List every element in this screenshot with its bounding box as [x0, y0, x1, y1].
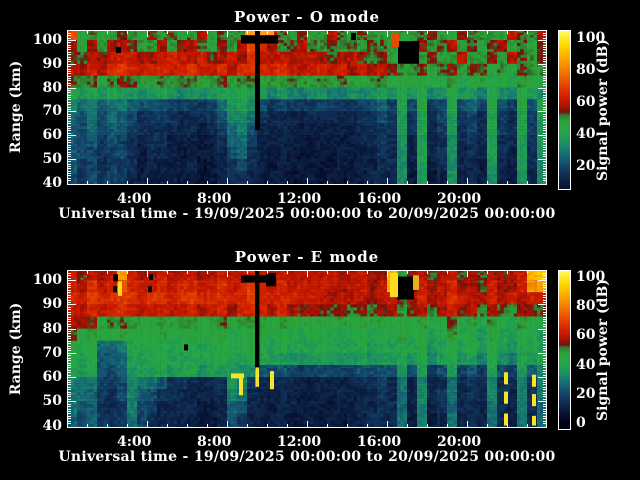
y-tick-label: 100 [32, 31, 62, 48]
y-axis-label-o-mode: Range (km) [8, 60, 24, 154]
x-tick-label: 12:00 [277, 191, 322, 207]
x-tick-label: 20:00 [437, 191, 482, 207]
y-tick-label: 70 [42, 103, 62, 120]
e-mode-heatmap-plot [67, 270, 547, 428]
o-mode-heatmap-plot [67, 30, 547, 185]
colorbar-tick-label: 60 [576, 94, 596, 110]
colorbar-tick-label: 100 [576, 269, 606, 286]
colorbar-tick-label: 100 [576, 30, 606, 46]
x-tick-label: 20:00 [437, 434, 482, 450]
colorbar-tick-label: 20 [576, 385, 596, 402]
colorbar-e-mode [558, 270, 571, 430]
colorbar-o-mode [558, 30, 571, 190]
y-tick-label: 40 [42, 417, 62, 434]
y-tick-label: 80 [42, 79, 62, 96]
x-axis-caption-o-mode: Universal time - 19/09/2025 00:00:00 to … [58, 206, 556, 222]
x-tick-label: 16:00 [357, 434, 402, 450]
colorbar-tick-label: 40 [576, 356, 596, 373]
colorbar-label-e-mode: Signal power (dB) [595, 279, 611, 421]
y-tick-label: 80 [42, 320, 62, 337]
y-tick-label: 50 [42, 150, 62, 167]
y-tick-label: 100 [32, 272, 62, 289]
y-tick-label: 70 [42, 344, 62, 361]
y-tick-label: 60 [42, 369, 62, 386]
y-axis-label-e-mode: Range (km) [8, 302, 24, 396]
x-tick-label: 8:00 [197, 434, 232, 450]
y-tick-label: 60 [42, 127, 62, 144]
colorbar-tick-label: 20 [576, 158, 596, 174]
x-tick-label: 4:00 [117, 191, 152, 207]
colorbar-tick-label: 80 [576, 298, 596, 315]
x-tick-label: 4:00 [117, 434, 152, 450]
y-tick-label: 90 [42, 296, 62, 313]
x-tick-label: 12:00 [277, 434, 322, 450]
x-axis-caption-e-mode: Universal time - 19/09/2025 00:00:00 to … [58, 449, 556, 465]
panel-title-o-mode: Power - O mode [233, 8, 381, 26]
colorbar-tick-label: 40 [576, 126, 596, 142]
y-tick-label: 50 [42, 393, 62, 410]
colorbar-tick-label: 80 [576, 62, 596, 78]
colorbar-tick-label: 0 [576, 414, 586, 431]
x-tick-label: 16:00 [357, 191, 402, 207]
y-tick-label: 40 [42, 174, 62, 191]
colorbar-tick-label: 60 [576, 327, 596, 344]
x-tick-label: 8:00 [197, 191, 232, 207]
panel-title-e-mode: Power - E mode [234, 248, 380, 266]
y-tick-label: 90 [42, 55, 62, 72]
